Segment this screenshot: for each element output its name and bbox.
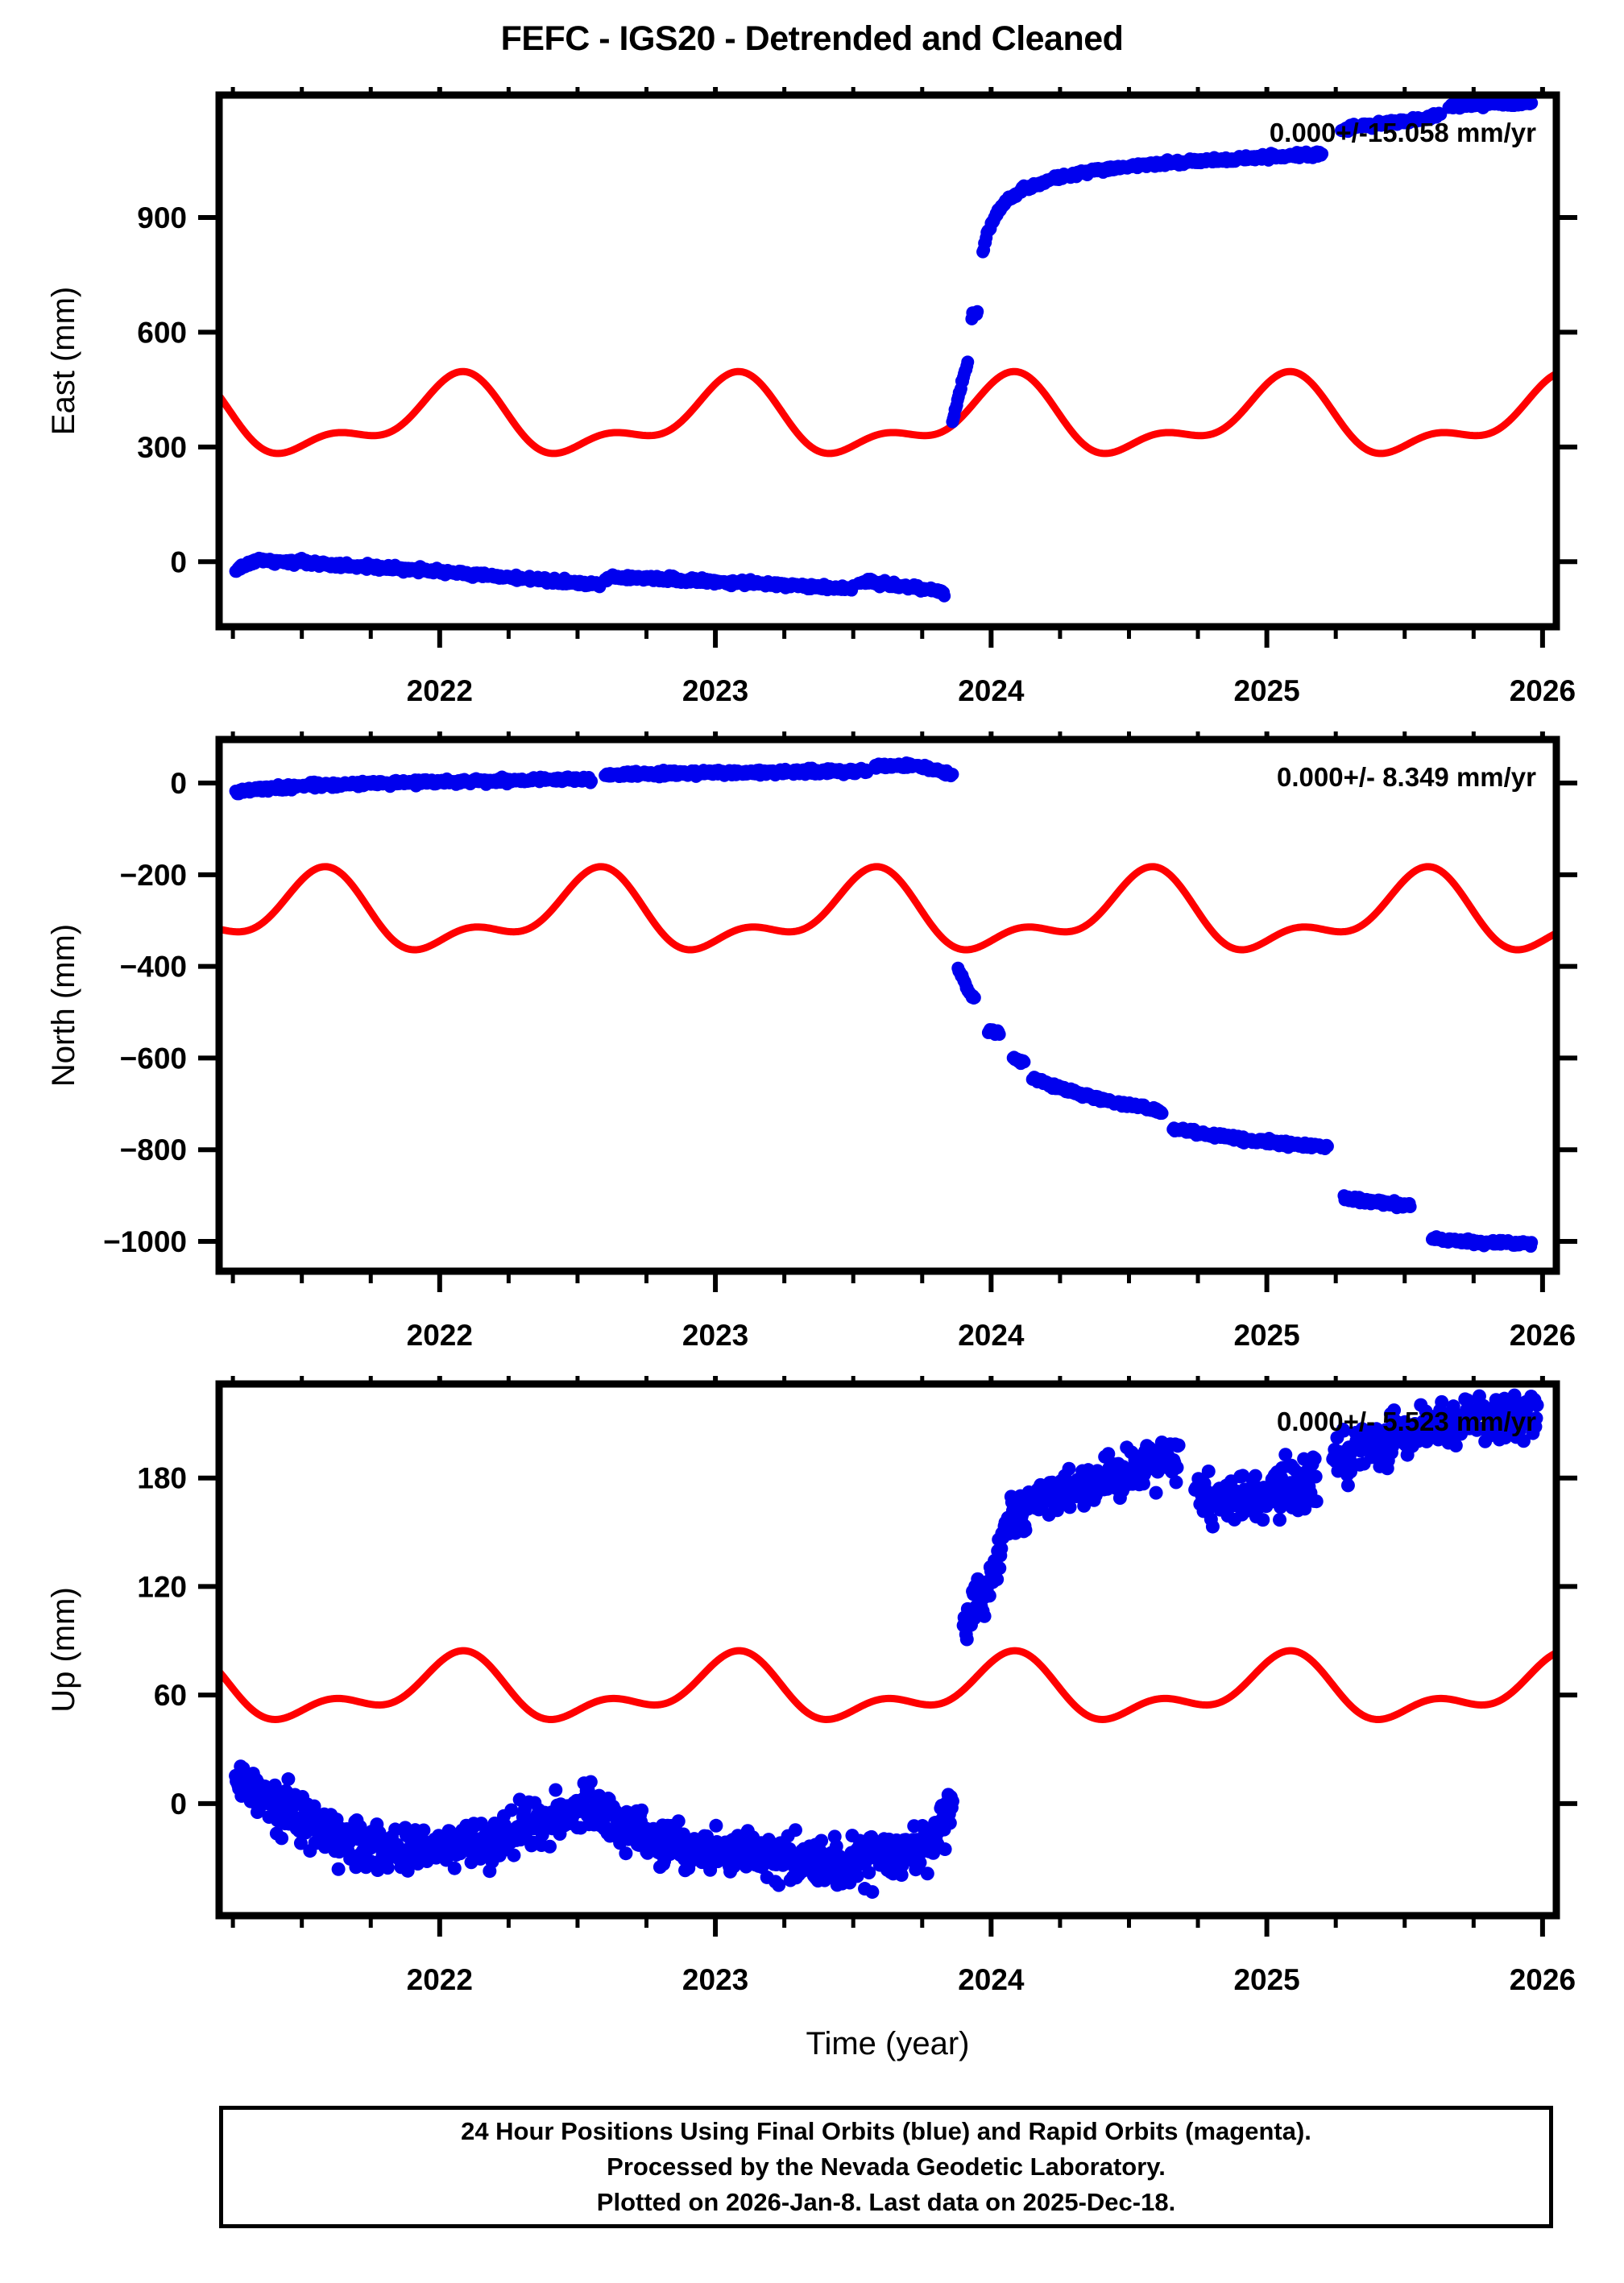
plot-frame-east (215, 91, 1560, 631)
y-tick-label-up-1: 60 (154, 1679, 187, 1712)
y-axis-title-east: East (mm) (46, 287, 81, 435)
y-tick-label-north-3: −600 (120, 1042, 187, 1075)
y-tick-label-north-5: −1000 (103, 1225, 187, 1258)
seasonal-model-curve-up (219, 1647, 1556, 1723)
y-tick-label-up-0: 0 (170, 1788, 187, 1821)
panel-up: 0.000+/- 5.523 mm/yr 2022 2023 2024 2025 2026… (46, 1376, 1577, 2061)
caption-line-dates: Plotted on 2026-Jan-8. Last data on 2025… (596, 2188, 1176, 2216)
y-axis-east: 0 300 600 900 (137, 201, 1577, 578)
y-tick-label-north-0: 0 (170, 767, 187, 800)
seasonal-model-curve-east (219, 367, 1556, 458)
x-tick-label-east-2022: 2022 (407, 674, 473, 707)
rate-annotation-north: 0.000+/- 8.349 mm/yr (1277, 762, 1536, 792)
rate-annotation-up: 0.000+/- 5.523 mm/yr (1277, 1407, 1536, 1436)
y-tick-label-east-0: 0 (170, 545, 187, 578)
x-tick-label-north-2022: 2022 (407, 1319, 473, 1352)
y-axis-up: 0 60 120 180 (137, 1462, 1577, 1821)
x-tick-label-east-2023: 2023 (682, 674, 748, 707)
x-tick-label-up-2024: 2024 (958, 1963, 1025, 1996)
x-tick-label-east-2024: 2024 (958, 674, 1025, 707)
y-tick-label-east-2: 600 (137, 316, 187, 349)
plot-area-up (219, 1388, 1556, 1900)
panel-east: 0.000+/-15.058 mm/yr 2022 2023 2024 2025 2026… (46, 87, 1577, 707)
data-points-north (229, 756, 1539, 1253)
x-axis-east: 2022 2023 2024 2025 2026 (230, 87, 1576, 707)
y-axis-north: 0 −200 −400 −600 −800 −1000 (103, 767, 1577, 1258)
x-axis-up: 2022 2023 2024 2025 2026 (230, 1376, 1576, 1996)
x-tick-label-north-2023: 2023 (682, 1319, 748, 1352)
x-axis-title: Time (year) (806, 2026, 970, 2061)
seasonal-model-curve-north (219, 863, 1556, 954)
y-tick-label-east-3: 900 (137, 201, 187, 234)
data-points-east (229, 95, 1539, 603)
plot-frame-north (215, 735, 1560, 1275)
caption-line-processor: Processed by the Nevada Geodetic Laborat… (607, 2152, 1166, 2181)
y-tick-label-east-1: 300 (137, 431, 187, 464)
page-title: FEFC - IGS20 - Detrended and Cleaned (500, 19, 1124, 58)
plot-frame-up (215, 1380, 1560, 1920)
y-tick-label-north-2: −400 (120, 951, 187, 984)
caption-box: 24 Hour Positions Using Final Orbits (bl… (219, 2106, 1553, 2228)
x-tick-label-east-2026: 2026 (1510, 674, 1576, 707)
x-tick-label-up-2023: 2023 (682, 1963, 748, 1996)
panel-north: 0.000+/- 8.349 mm/yr 2022 2023 2024 2025 2026… (46, 731, 1577, 1352)
y-tick-label-north-1: −200 (120, 859, 187, 892)
plot-area-north (219, 756, 1556, 1253)
x-tick-label-up-2025: 2025 (1233, 1963, 1299, 1996)
y-tick-label-up-2: 120 (137, 1570, 187, 1603)
x-tick-label-up-2022: 2022 (407, 1963, 473, 1996)
caption-line-orbits: 24 Hour Positions Using Final Orbits (bl… (461, 2116, 1311, 2145)
x-tick-label-north-2024: 2024 (958, 1319, 1025, 1352)
x-tick-label-north-2026: 2026 (1510, 1319, 1576, 1352)
y-axis-title-up: Up (mm) (46, 1587, 81, 1713)
y-tick-label-up-3: 180 (137, 1462, 187, 1495)
rate-annotation-east: 0.000+/-15.058 mm/yr (1270, 118, 1536, 147)
data-points-up (229, 1388, 1544, 1900)
plot-area-east (219, 95, 1556, 603)
y-tick-label-north-4: −800 (120, 1133, 187, 1166)
x-tick-label-up-2026: 2026 (1510, 1963, 1576, 1996)
y-axis-title-north: North (mm) (46, 924, 81, 1087)
x-axis-north: 2022 2023 2024 2025 2026 (230, 731, 1576, 1352)
x-tick-label-north-2025: 2025 (1233, 1319, 1299, 1352)
x-tick-label-east-2025: 2025 (1233, 674, 1299, 707)
